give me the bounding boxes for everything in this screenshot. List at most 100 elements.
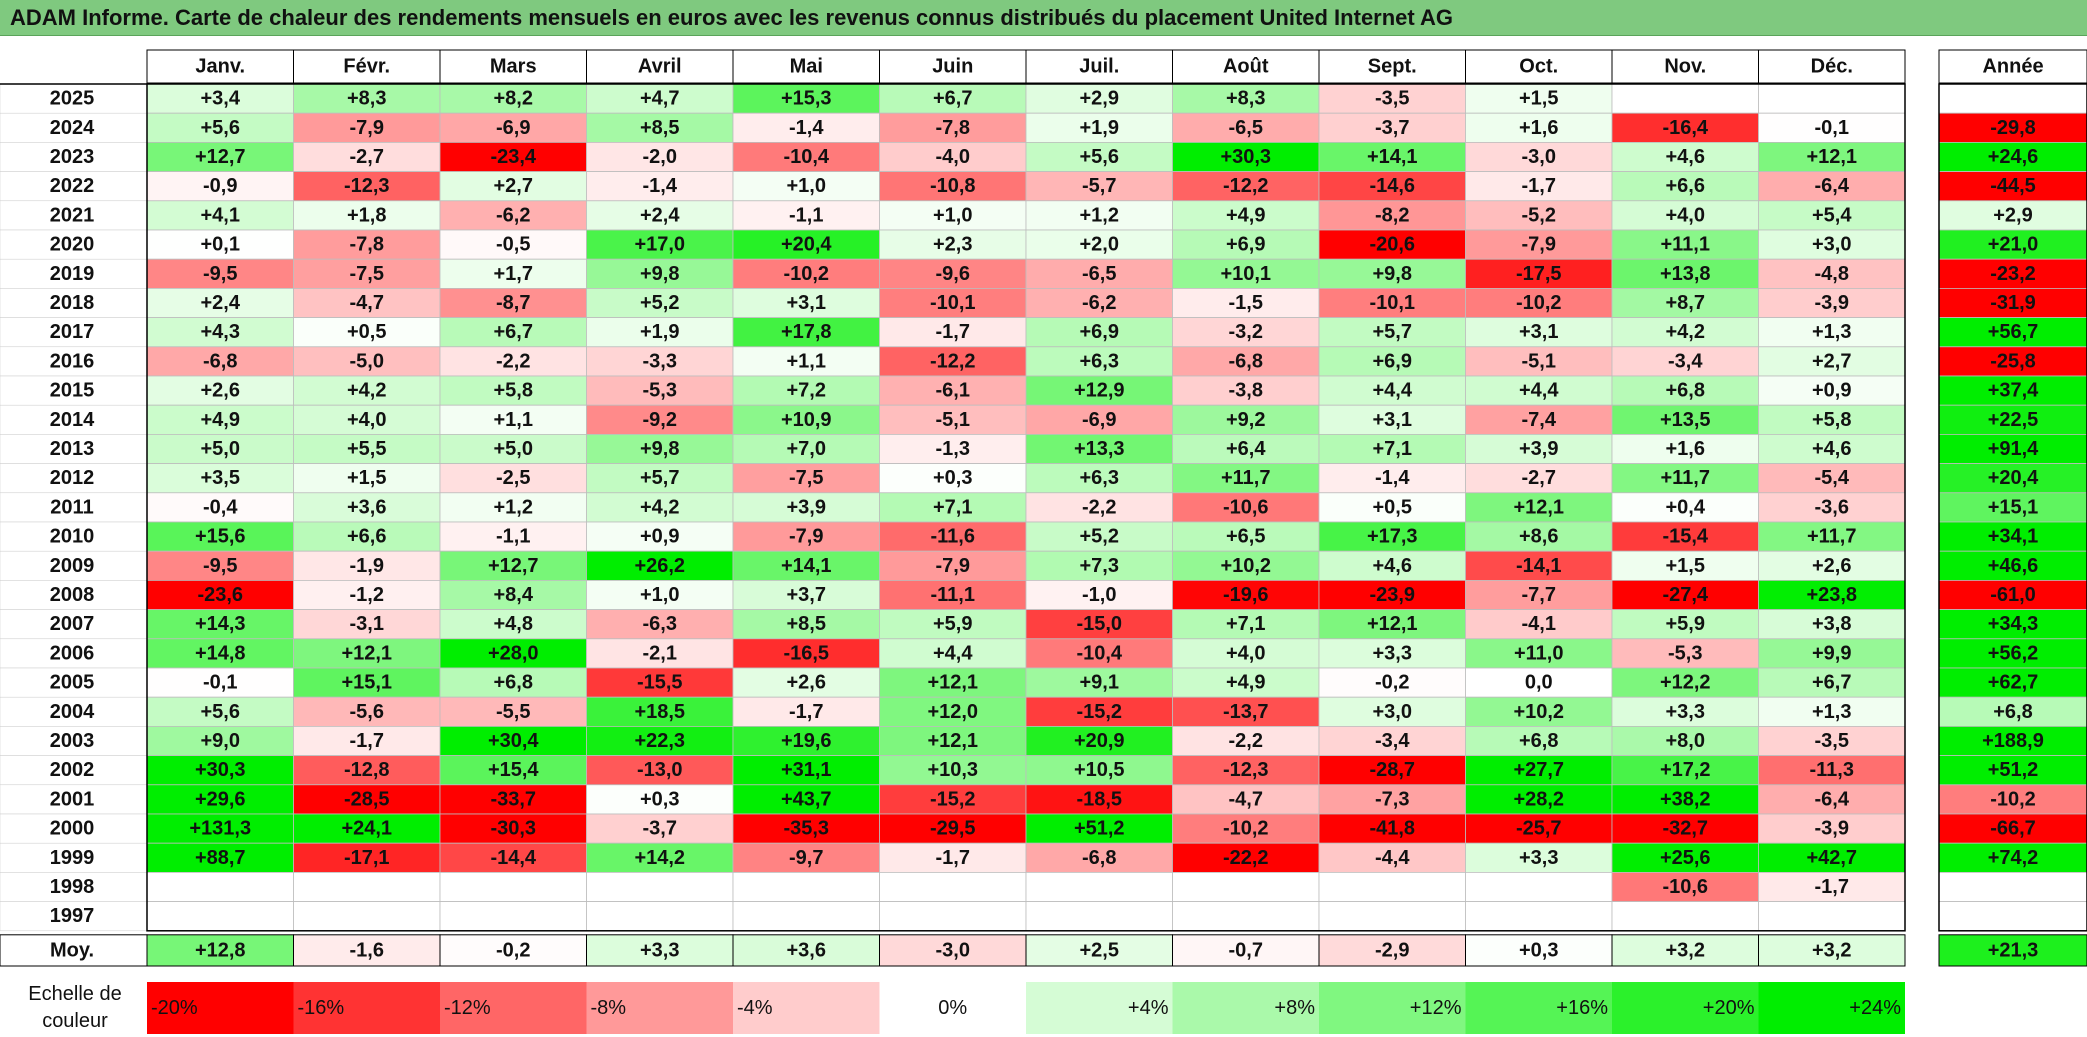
heatmap-cell: [879, 346, 1027, 377]
heatmap-cell-value: -35,3: [783, 818, 829, 840]
heatmap-cell-value: +5,5: [347, 438, 386, 460]
average-value: +3,2: [1812, 939, 1851, 961]
heatmap-cell: [1758, 901, 1906, 932]
heatmap-cell-value: -22,2: [1223, 847, 1269, 869]
month-header-label: Août: [1223, 56, 1269, 78]
heatmap-cell: [1025, 258, 1173, 289]
heatmap-cell: [1172, 346, 1320, 377]
heatmap-cell: [1758, 346, 1906, 377]
year-total-cell: [1938, 141, 2087, 172]
heatmap-cell-value: +1,0: [640, 584, 679, 606]
heatmap-cell-value: -25,7: [1516, 818, 1562, 840]
heatmap-cell-value: -0,5: [496, 234, 530, 256]
heatmap-cell: [879, 901, 1027, 932]
heatmap-cell-value: +12,1: [1806, 146, 1857, 168]
heatmap-cell-value: -7,5: [350, 263, 384, 285]
heatmap-cell-value: +27,7: [1513, 759, 1564, 781]
year-total-value: +34,3: [1988, 613, 2039, 635]
heatmap-cell-value: +9,2: [1226, 409, 1265, 431]
heatmap-cell-value: -16,5: [783, 642, 829, 664]
heatmap-cell: [1758, 492, 1906, 523]
heatmap-cell: [293, 200, 441, 231]
heatmap-cell: [1318, 112, 1466, 143]
heatmap-cell: [1611, 609, 1759, 640]
year-total-value: +15,1: [1988, 496, 2039, 518]
heatmap-cell-value: +3,9: [1519, 438, 1558, 460]
heatmap-cell-value: -5,3: [643, 380, 677, 402]
heatmap-cell: [1172, 901, 1320, 932]
heatmap-cell-value: +3,1: [787, 292, 826, 314]
heatmap-cell-value: +7,0: [787, 438, 826, 460]
heatmap-cell: [1465, 433, 1613, 464]
heatmap-cell: [146, 229, 294, 260]
heatmap-cell: [1172, 813, 1320, 844]
heatmap-cell-value: -1,0: [1082, 584, 1116, 606]
year-total-value: +37,4: [1988, 380, 2039, 402]
heatmap-cell-value: +8,3: [347, 88, 386, 110]
heatmap-cell: [293, 755, 441, 786]
heatmap-cell-value: +4,8: [494, 613, 533, 635]
month-header-cell: [1465, 49, 1613, 84]
heatmap-cell-value: -5,1: [936, 409, 970, 431]
scale-swatch-label: -20%: [151, 997, 198, 1019]
heatmap-cell-value: +10,3: [927, 759, 978, 781]
heatmap-cell: [879, 550, 1027, 581]
heatmap-cell: [1611, 726, 1759, 757]
heatmap-cell: [732, 901, 880, 932]
heatmap-cell-value: +1,1: [787, 350, 826, 372]
heatmap-cell-value: -5,2: [1522, 204, 1556, 226]
heatmap-cell-value: -7,9: [1522, 234, 1556, 256]
heatmap-cell: [732, 609, 880, 640]
heatmap-cell-value: -15,5: [637, 672, 683, 694]
heatmap-cell-value: -1,7: [1522, 175, 1556, 197]
heatmap-cell-value: -33,7: [490, 788, 536, 810]
heatmap-cell: [1025, 200, 1173, 231]
heatmap-cell-value: -3,4: [1668, 350, 1703, 372]
heatmap-cell-value: +6,9: [1080, 321, 1119, 343]
heatmap-cell-value: -23,6: [197, 584, 243, 606]
heatmap-cell: [439, 521, 587, 552]
heatmap-cell-value: +10,2: [1220, 555, 1271, 577]
heatmap-cell-value: -17,5: [1516, 263, 1562, 285]
heatmap-cell: [1025, 784, 1173, 815]
heatmap-cell-value: +0,5: [347, 321, 386, 343]
heatmap-cell: [879, 258, 1027, 289]
heatmap-cell-value: +12,0: [927, 701, 978, 723]
heatmap-cell-value: -7,8: [350, 234, 384, 256]
heatmap-cell: [1758, 696, 1906, 727]
scale-swatch-label: -4%: [737, 997, 773, 1019]
heatmap-cell-value: -6,8: [1082, 847, 1116, 869]
heatmap-cell: [439, 287, 587, 318]
heatmap-cell-value: -2,2: [496, 350, 530, 372]
heatmap-cell-value: +2,6: [1812, 555, 1851, 577]
heatmap-cell: [146, 200, 294, 231]
heatmap-cell: [146, 901, 294, 932]
heatmap-cell: [586, 784, 734, 815]
scale-swatch: [733, 982, 880, 1034]
month-header-label: Nov.: [1664, 56, 1706, 78]
heatmap-cell-value: +3,3: [1666, 701, 1705, 723]
heatmap-cell-value: -1,1: [496, 526, 530, 548]
year-label: 2014: [50, 409, 95, 431]
heatmap-cell: [1465, 813, 1613, 844]
heatmap-cell-value: +1,5: [347, 467, 386, 489]
heatmap-cell-value: +19,6: [781, 730, 832, 752]
scale-swatch-label: +20%: [1703, 997, 1755, 1019]
heatmap-cell-value: +12,1: [341, 642, 392, 664]
scale-swatch: [293, 982, 440, 1034]
heatmap-cell-value: -1,7: [350, 730, 384, 752]
heatmap-cell-value: -2,5: [496, 467, 530, 489]
year-total-value: -25,8: [1990, 350, 2036, 372]
month-header-label: Mars: [490, 56, 537, 78]
heatmap-cell-value: -12,3: [344, 175, 390, 197]
heatmap-cell-value: +8,2: [494, 88, 533, 110]
heatmap-cell-value: +29,6: [195, 788, 246, 810]
heatmap-cell-value: -12,3: [1223, 759, 1269, 781]
heatmap-cell: [439, 375, 587, 406]
heatmap-cell-value: +30,3: [1220, 146, 1271, 168]
heatmap-cell-value: -0,2: [1375, 672, 1409, 694]
scale-swatch-label: -16%: [298, 997, 345, 1019]
heatmap-cell: [293, 901, 441, 932]
year-label: 2000: [50, 818, 95, 840]
heatmap-cell-value: +6,3: [1080, 350, 1119, 372]
